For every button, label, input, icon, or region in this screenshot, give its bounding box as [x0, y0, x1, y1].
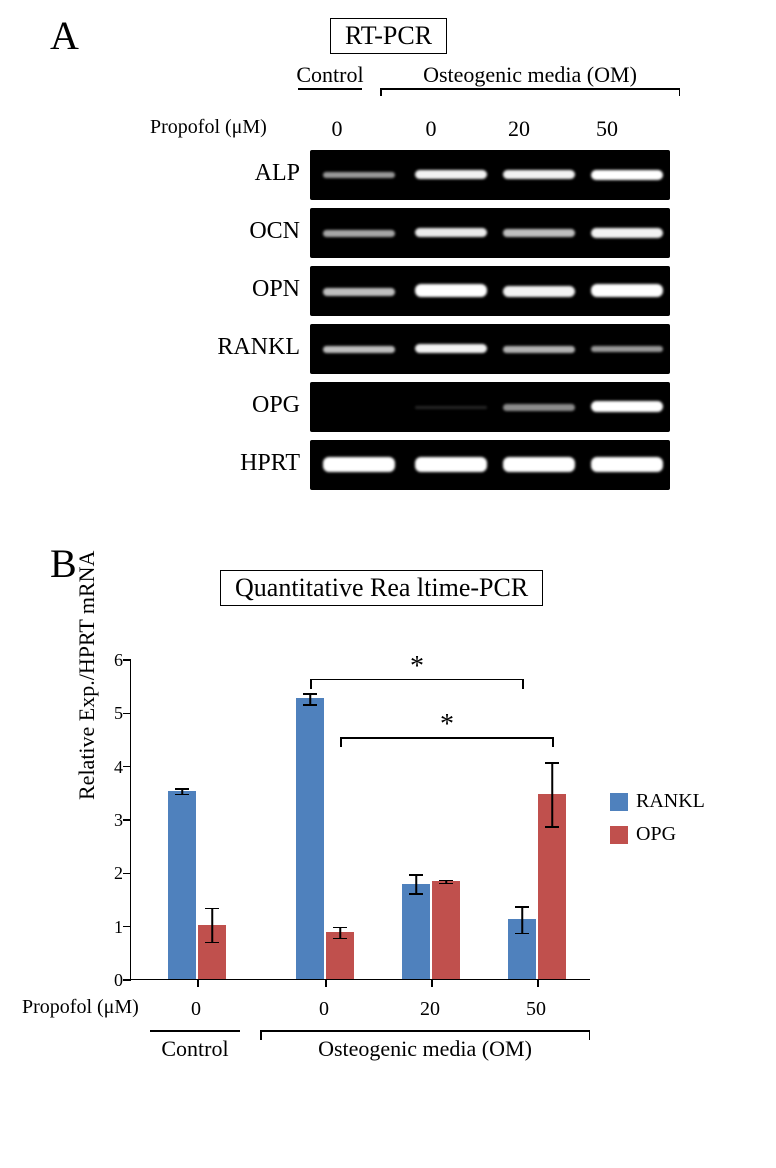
y-axis-title: Relative Exp./HPRT mRNA [74, 551, 100, 800]
legend-label: OPG [636, 823, 676, 846]
gel-image [310, 324, 670, 374]
panel-a-label: A [50, 12, 79, 59]
bar-chart: 0123456** [130, 660, 590, 980]
panel-b-label: B [50, 540, 77, 587]
gel-label: RANKL [190, 334, 300, 361]
condition-control-line-b [150, 1030, 240, 1032]
propofol-values-a: 0 0 20 50 [296, 116, 696, 140]
significance-star: * [440, 709, 454, 741]
x-tick-label: 0 [161, 998, 231, 1021]
gel-image [310, 382, 670, 432]
y-tick-label: 1 [101, 917, 123, 938]
gel-image [310, 150, 670, 200]
gel-label: HPRT [190, 450, 300, 477]
gel-label: OCN [190, 218, 300, 245]
legend-item: OPG [610, 823, 705, 846]
x-axis-labels: 0 0 20 50 [130, 998, 590, 1022]
legend: RANKL OPG [610, 790, 705, 856]
condition-om-label-b: Osteogenic media (OM) [260, 1036, 590, 1062]
x-tick-label: 0 [289, 998, 359, 1021]
panel-a-condition-header: Control Osteogenic media (OM) [290, 62, 710, 112]
legend-swatch [610, 793, 628, 811]
legend-swatch [610, 826, 628, 844]
y-tick-label: 2 [101, 863, 123, 884]
legend-label: RANKL [636, 790, 705, 813]
panel-b-condition-row: Control Osteogenic media (OM) [130, 1030, 590, 1090]
propofol-label-a: Propofol (μM) [150, 116, 267, 139]
propofol-val: 0 [302, 116, 372, 142]
condition-om-label: Osteogenic media (OM) [380, 62, 680, 88]
gel-image [310, 208, 670, 258]
gel-image [310, 440, 670, 490]
condition-control-underline [298, 88, 362, 90]
gel-image [310, 266, 670, 316]
panel-b-title: Quantitative Rea ltime-PCR [220, 570, 543, 606]
y-tick-label: 4 [101, 757, 123, 778]
legend-item: RANKL [610, 790, 705, 813]
y-tick-label: 6 [101, 650, 123, 671]
gel-label: OPN [190, 276, 300, 303]
gel-label: ALP [190, 160, 300, 187]
y-tick-label: 5 [101, 703, 123, 724]
panel-a-title: RT-PCR [330, 18, 447, 54]
propofol-val: 20 [484, 116, 554, 142]
x-tick-label: 20 [395, 998, 465, 1021]
propofol-val: 50 [572, 116, 642, 142]
x-tick-label: 50 [501, 998, 571, 1021]
y-tick-label: 3 [101, 810, 123, 831]
condition-control-label: Control [290, 62, 370, 88]
significance-bracket: * [131, 660, 590, 979]
propofol-label-b: Propofol (μM) [22, 996, 139, 1019]
condition-om-bracket [380, 88, 680, 98]
condition-control-label-b: Control [150, 1036, 240, 1062]
gel-label: OPG [190, 392, 300, 419]
y-tick-label: 0 [101, 970, 123, 991]
propofol-val: 0 [396, 116, 466, 142]
